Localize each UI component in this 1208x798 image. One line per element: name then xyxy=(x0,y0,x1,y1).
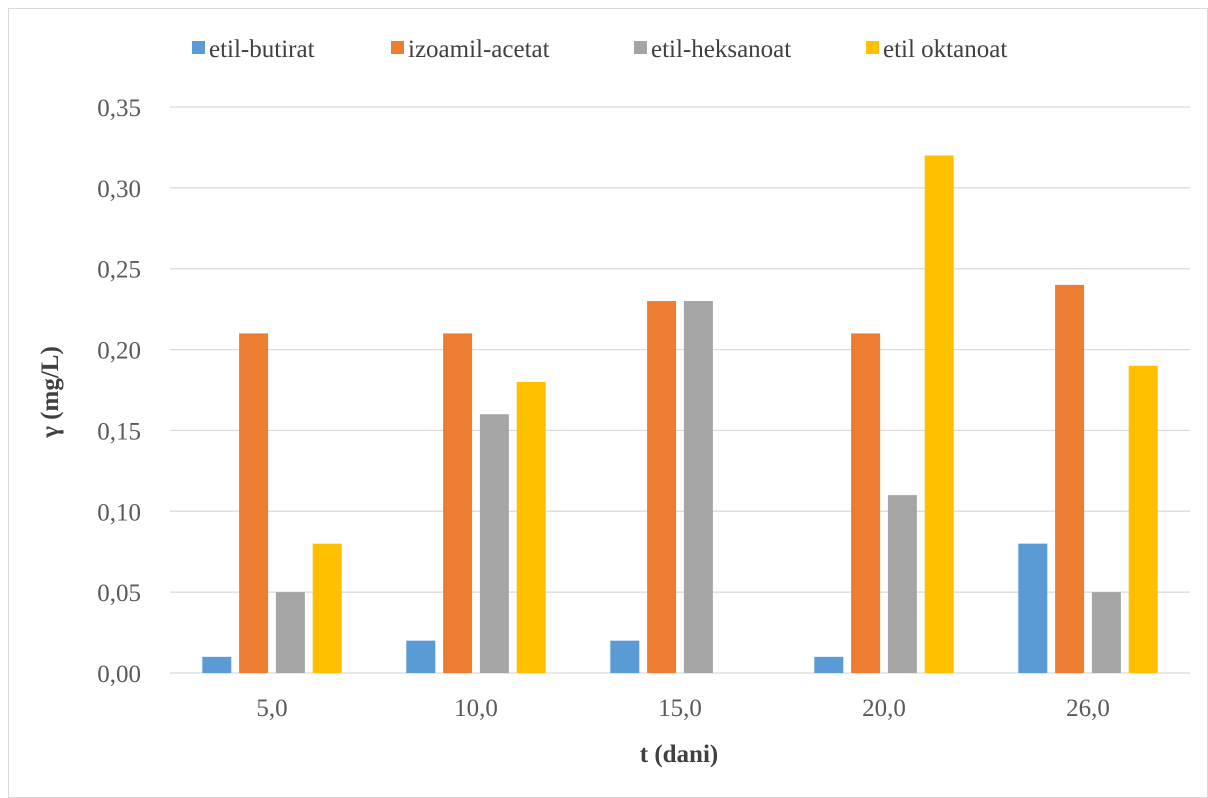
bars xyxy=(202,155,1158,673)
y-tick-label: 0,35 xyxy=(97,95,141,122)
bar-etil-heksanoat-3 xyxy=(887,495,917,673)
y-axis-title: γ (mg/L) xyxy=(37,346,64,439)
legend-swatch xyxy=(391,41,404,54)
bar-izoamil-acetat-1 xyxy=(443,333,473,673)
bar-etil-oktanoat-3 xyxy=(924,155,954,673)
bar-etil-butirat-0 xyxy=(202,656,232,673)
legend-label: etil-butirat xyxy=(209,36,315,63)
bar-izoamil-acetat-3 xyxy=(851,333,881,673)
legend-swatch xyxy=(866,41,879,54)
legend-label: etil-heksanoat xyxy=(651,36,791,63)
x-axis-title: t (dani) xyxy=(640,741,718,768)
y-tick-label: 0,30 xyxy=(97,176,141,203)
legend-label: etil oktanoat xyxy=(883,36,1007,63)
bar-etil-oktanoat-0 xyxy=(312,543,342,673)
bar-etil-butirat-3 xyxy=(814,656,844,673)
bar-etil-heksanoat-0 xyxy=(275,592,305,673)
bar-etil-heksanoat-2 xyxy=(683,301,713,673)
x-tick-labels: 5,0 10,0 15,0 20,0 26,0 xyxy=(256,695,1110,722)
bar-etil-butirat-1 xyxy=(406,640,436,673)
y-tick-label: 0,20 xyxy=(97,338,141,365)
y-tick-labels: 0,00 0,05 0,10 0,15 0,20 0,25 0,30 0,35 xyxy=(97,95,141,688)
y-tick-label: 0,00 xyxy=(97,661,141,688)
legend-swatch xyxy=(634,41,647,54)
bar-izoamil-acetat-4 xyxy=(1055,284,1085,673)
bar-etil-butirat-4 xyxy=(1018,543,1048,673)
legend: etil-butirat izoamil-acetat etil-heksanoat… xyxy=(192,36,1007,63)
legend-label: izoamil-acetat xyxy=(408,36,550,63)
bar-izoamil-acetat-2 xyxy=(647,301,677,673)
y-tick-label: 0,25 xyxy=(97,257,141,284)
x-tick-label: 15,0 xyxy=(658,695,702,722)
y-tick-label: 0,15 xyxy=(97,418,141,445)
bar-etil-heksanoat-1 xyxy=(479,414,509,673)
y-tick-label: 0,05 xyxy=(97,580,141,607)
x-tick-label: 5,0 xyxy=(256,695,287,722)
bar-etil-oktanoat-4 xyxy=(1128,365,1158,673)
x-tick-label: 20,0 xyxy=(862,695,906,722)
x-tick-label: 26,0 xyxy=(1066,695,1110,722)
bar-etil-butirat-2 xyxy=(610,640,640,673)
legend-swatch xyxy=(192,41,205,54)
bar-etil-oktanoat-1 xyxy=(516,381,546,673)
bar-izoamil-acetat-0 xyxy=(239,333,269,673)
bar-etil-heksanoat-4 xyxy=(1091,592,1121,673)
y-tick-label: 0,10 xyxy=(97,499,141,526)
x-tick-label: 10,0 xyxy=(454,695,498,722)
